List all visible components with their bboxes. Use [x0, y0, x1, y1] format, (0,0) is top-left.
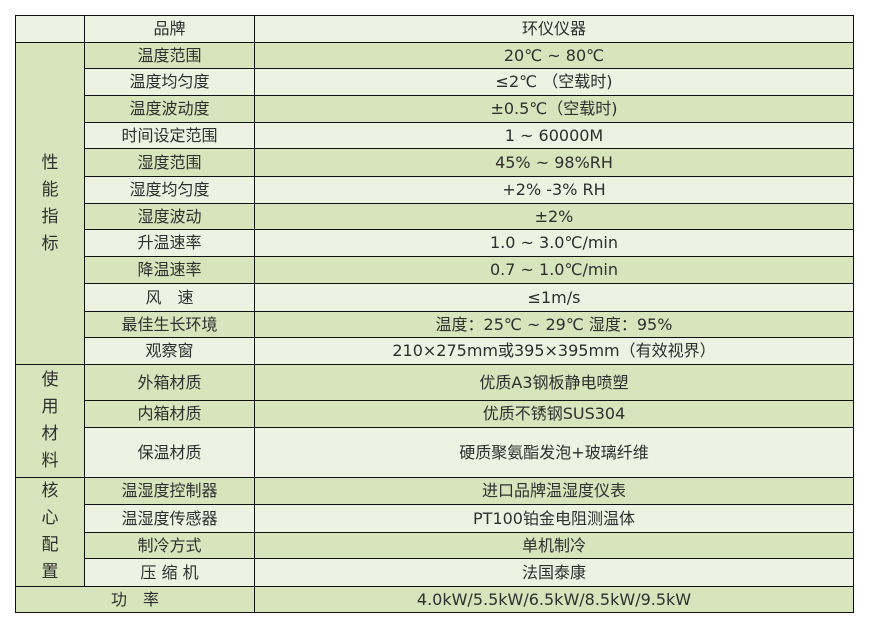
row-value: 温度：25℃ ~ 29℃ 湿度：95% — [254, 311, 854, 338]
row-value: ±0.5℃（空载时) — [254, 95, 854, 123]
table-row: 风 速 ≤1m/s — [15, 283, 854, 312]
row-label: 温湿度传感器 — [84, 504, 255, 533]
table-row: 性能指标 温度范围 20℃ ~ 80℃ — [15, 42, 854, 365]
table-row: 湿度范围 45% ~ 98%RH — [15, 148, 854, 177]
row-value: 210×275mm或395×395mm（有效视界） — [254, 337, 854, 365]
row-label: 升温速率 — [84, 229, 255, 257]
table-row: 时间设定范围 1 ~ 60000M — [15, 122, 854, 149]
row-value: 法国泰康 — [254, 558, 854, 587]
row-value: 1 ~ 60000M — [254, 122, 854, 149]
row-label: 湿度范围 — [84, 148, 255, 177]
row-label: 温湿度控制器 — [84, 477, 255, 505]
header-blank — [15, 15, 85, 43]
row-value: PT100铂金电阻测温体 — [254, 504, 854, 533]
power-value: 4.0kW/5.5kW/6.5kW/8.5kW/9.5kW — [254, 586, 854, 613]
row-value: 0.7 ~ 1.0℃/min — [254, 256, 854, 284]
row-value: 优质不锈钢SUS304 — [254, 400, 854, 428]
row-value: 进口品牌温湿度仪表 — [254, 477, 854, 505]
group-performance: 性能指标 — [15, 42, 85, 365]
table-row: 压 缩 机法国泰康 — [15, 558, 854, 587]
power-label: 功 率 — [15, 586, 255, 613]
brand-label: 品牌 — [84, 15, 255, 43]
footer-row: 功 率 4.0kW/5.5kW/6.5kW/8.5kW/9.5kW — [15, 586, 854, 613]
table-row: 最佳生长环境 温度：25℃ ~ 29℃ 湿度：95% — [15, 311, 854, 338]
row-label: 温度均匀度 — [84, 68, 255, 96]
row-label: 风 速 — [84, 283, 255, 312]
table-row: 观察窗 210×275mm或395×395mm（有效视界） — [15, 337, 854, 365]
row-value: 45% ~ 98%RH — [254, 148, 854, 177]
row-value: 1.0 ~ 3.0℃/min — [254, 229, 854, 257]
table-row: 湿度均匀度 +2% -3% RH — [15, 176, 854, 204]
table-row: 升温速率 1.0 ~ 3.0℃/min — [15, 229, 854, 257]
row-label: 温度波动度 — [84, 95, 255, 123]
row-value: 单机制冷 — [254, 532, 854, 559]
row-label: 压 缩 机 — [84, 558, 255, 587]
row-value: ≤2℃ （空载时) — [254, 68, 854, 96]
group-materials: 使用材料 — [15, 364, 85, 478]
table-row: 内箱材质 优质不锈钢SUS304 — [15, 400, 854, 428]
row-label: 观察窗 — [84, 337, 255, 365]
row-value: 优质A3钢板静电喷塑 — [254, 364, 854, 401]
group-core-config: 核心配置 — [15, 477, 85, 587]
brand-value: 环仪仪器 — [254, 15, 854, 43]
table-row: 核心配置 温湿度控制器 进口品牌温湿度仪表 — [15, 477, 854, 587]
row-label: 最佳生长环境 — [84, 311, 255, 338]
table-row: 保温材质 硬质聚氨酯发泡+玻璃纤维 — [15, 427, 854, 478]
table-row: 温度均匀度 ≤2℃ （空载时) — [15, 68, 854, 96]
table-row: 降温速率 0.7 ~ 1.0℃/min — [15, 256, 854, 284]
row-label: 湿度均匀度 — [84, 176, 255, 204]
header-row: 品牌 环仪仪器 — [15, 15, 854, 43]
spec-table: 品牌 环仪仪器 性能指标 温度范围 20℃ ~ 80℃ 温度均匀度 ≤2℃ （空载… — [15, 15, 854, 613]
row-value: ≤1m/s — [254, 283, 854, 312]
row-label: 时间设定范围 — [84, 122, 255, 149]
row-label: 温度范围 — [84, 42, 255, 69]
row-value: +2% -3% RH — [254, 176, 854, 204]
table-row: 温度波动度 ±0.5℃（空载时) — [15, 95, 854, 123]
row-value: ±2% — [254, 203, 854, 230]
table-row: 温湿度传感器 PT100铂金电阻测温体 — [15, 504, 854, 533]
row-value: 20℃ ~ 80℃ — [254, 42, 854, 69]
table-row: 制冷方式 单机制冷 — [15, 532, 854, 559]
row-value: 硬质聚氨酯发泡+玻璃纤维 — [254, 427, 854, 478]
row-label: 降温速率 — [84, 256, 255, 284]
row-label: 外箱材质 — [84, 364, 255, 401]
row-label: 保温材质 — [84, 427, 255, 478]
row-label: 内箱材质 — [84, 400, 255, 428]
row-label: 制冷方式 — [84, 532, 255, 559]
table-row: 湿度波动 ±2% — [15, 203, 854, 230]
row-label: 湿度波动 — [84, 203, 255, 230]
table-row: 使用材料 外箱材质 优质A3钢板静电喷塑 — [15, 364, 854, 478]
